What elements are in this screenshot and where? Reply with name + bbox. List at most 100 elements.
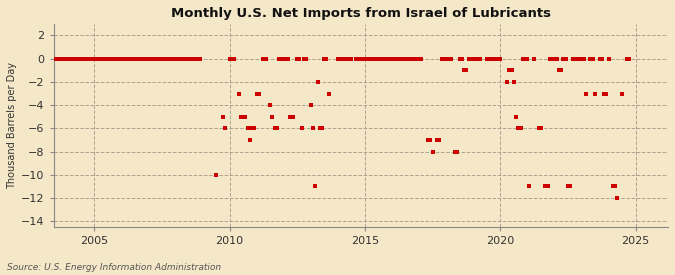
Point [436, 57, 447, 61]
Point [439, 57, 450, 61]
Point [155, 57, 165, 61]
Point [373, 57, 384, 61]
Title: Monthly U.S. Net Imports from Israel of Lubricants: Monthly U.S. Net Imports from Israel of … [171, 7, 551, 20]
Point [387, 57, 398, 61]
Point [59, 57, 70, 61]
Point [350, 57, 361, 61]
Point [130, 57, 140, 61]
Point [229, 57, 240, 61]
Point [565, 184, 576, 189]
Point [236, 115, 246, 119]
Point [86, 57, 97, 61]
Point [360, 57, 371, 61]
Point [443, 57, 454, 61]
Point [64, 57, 75, 61]
Point [355, 57, 366, 61]
Point [128, 57, 138, 61]
Point [585, 57, 596, 61]
Point [186, 57, 196, 61]
Point [132, 57, 142, 61]
Point [71, 57, 82, 61]
Point [549, 57, 560, 61]
Point [367, 57, 377, 61]
Point [258, 57, 269, 61]
Point [233, 91, 244, 96]
Point [148, 57, 159, 61]
Point [93, 57, 104, 61]
Point [91, 57, 102, 61]
Point [375, 57, 386, 61]
Point [103, 57, 113, 61]
Point [454, 57, 465, 61]
Point [317, 126, 327, 131]
Point [182, 57, 192, 61]
Point [141, 57, 152, 61]
Point [46, 57, 57, 61]
Point [188, 57, 199, 61]
Point [152, 57, 163, 61]
Point [310, 184, 321, 189]
Point [125, 57, 136, 61]
Point [554, 68, 564, 73]
Point [134, 57, 145, 61]
Point [321, 57, 332, 61]
Point [529, 57, 539, 61]
Point [502, 80, 512, 84]
Point [603, 57, 614, 61]
Point [589, 91, 600, 96]
Point [558, 57, 569, 61]
Point [105, 57, 115, 61]
Point [136, 57, 147, 61]
Point [281, 57, 292, 61]
Point [100, 57, 111, 61]
Point [362, 57, 373, 61]
Point [145, 57, 156, 61]
Point [288, 115, 298, 119]
Point [195, 57, 206, 61]
Point [382, 57, 393, 61]
Point [560, 57, 571, 61]
Point [357, 57, 368, 61]
Point [364, 57, 375, 61]
Point [380, 57, 391, 61]
Point [551, 57, 562, 61]
Point [315, 126, 325, 131]
Point [468, 57, 479, 61]
Point [517, 57, 528, 61]
Point [177, 57, 188, 61]
Point [190, 57, 201, 61]
Point [150, 57, 161, 61]
Point [55, 57, 65, 61]
Point [219, 126, 230, 131]
Point [470, 57, 481, 61]
Point [57, 57, 68, 61]
Point [580, 91, 591, 96]
Point [423, 138, 433, 142]
Point [562, 184, 573, 189]
Point [66, 57, 77, 61]
Point [346, 57, 357, 61]
Point [461, 68, 472, 73]
Point [402, 57, 413, 61]
Point [624, 57, 634, 61]
Point [76, 57, 86, 61]
Point [192, 57, 203, 61]
Point [98, 57, 109, 61]
Point [540, 184, 551, 189]
Point [547, 57, 558, 61]
Point [520, 57, 531, 61]
Point [483, 57, 494, 61]
Point [574, 57, 585, 61]
Point [184, 57, 194, 61]
Point [179, 57, 190, 61]
Point [253, 91, 264, 96]
Point [569, 57, 580, 61]
Point [596, 57, 607, 61]
Point [109, 57, 120, 61]
Point [432, 138, 443, 142]
Point [544, 57, 555, 61]
Point [506, 68, 517, 73]
Point [515, 126, 526, 131]
Point [612, 196, 623, 200]
Point [285, 115, 296, 119]
